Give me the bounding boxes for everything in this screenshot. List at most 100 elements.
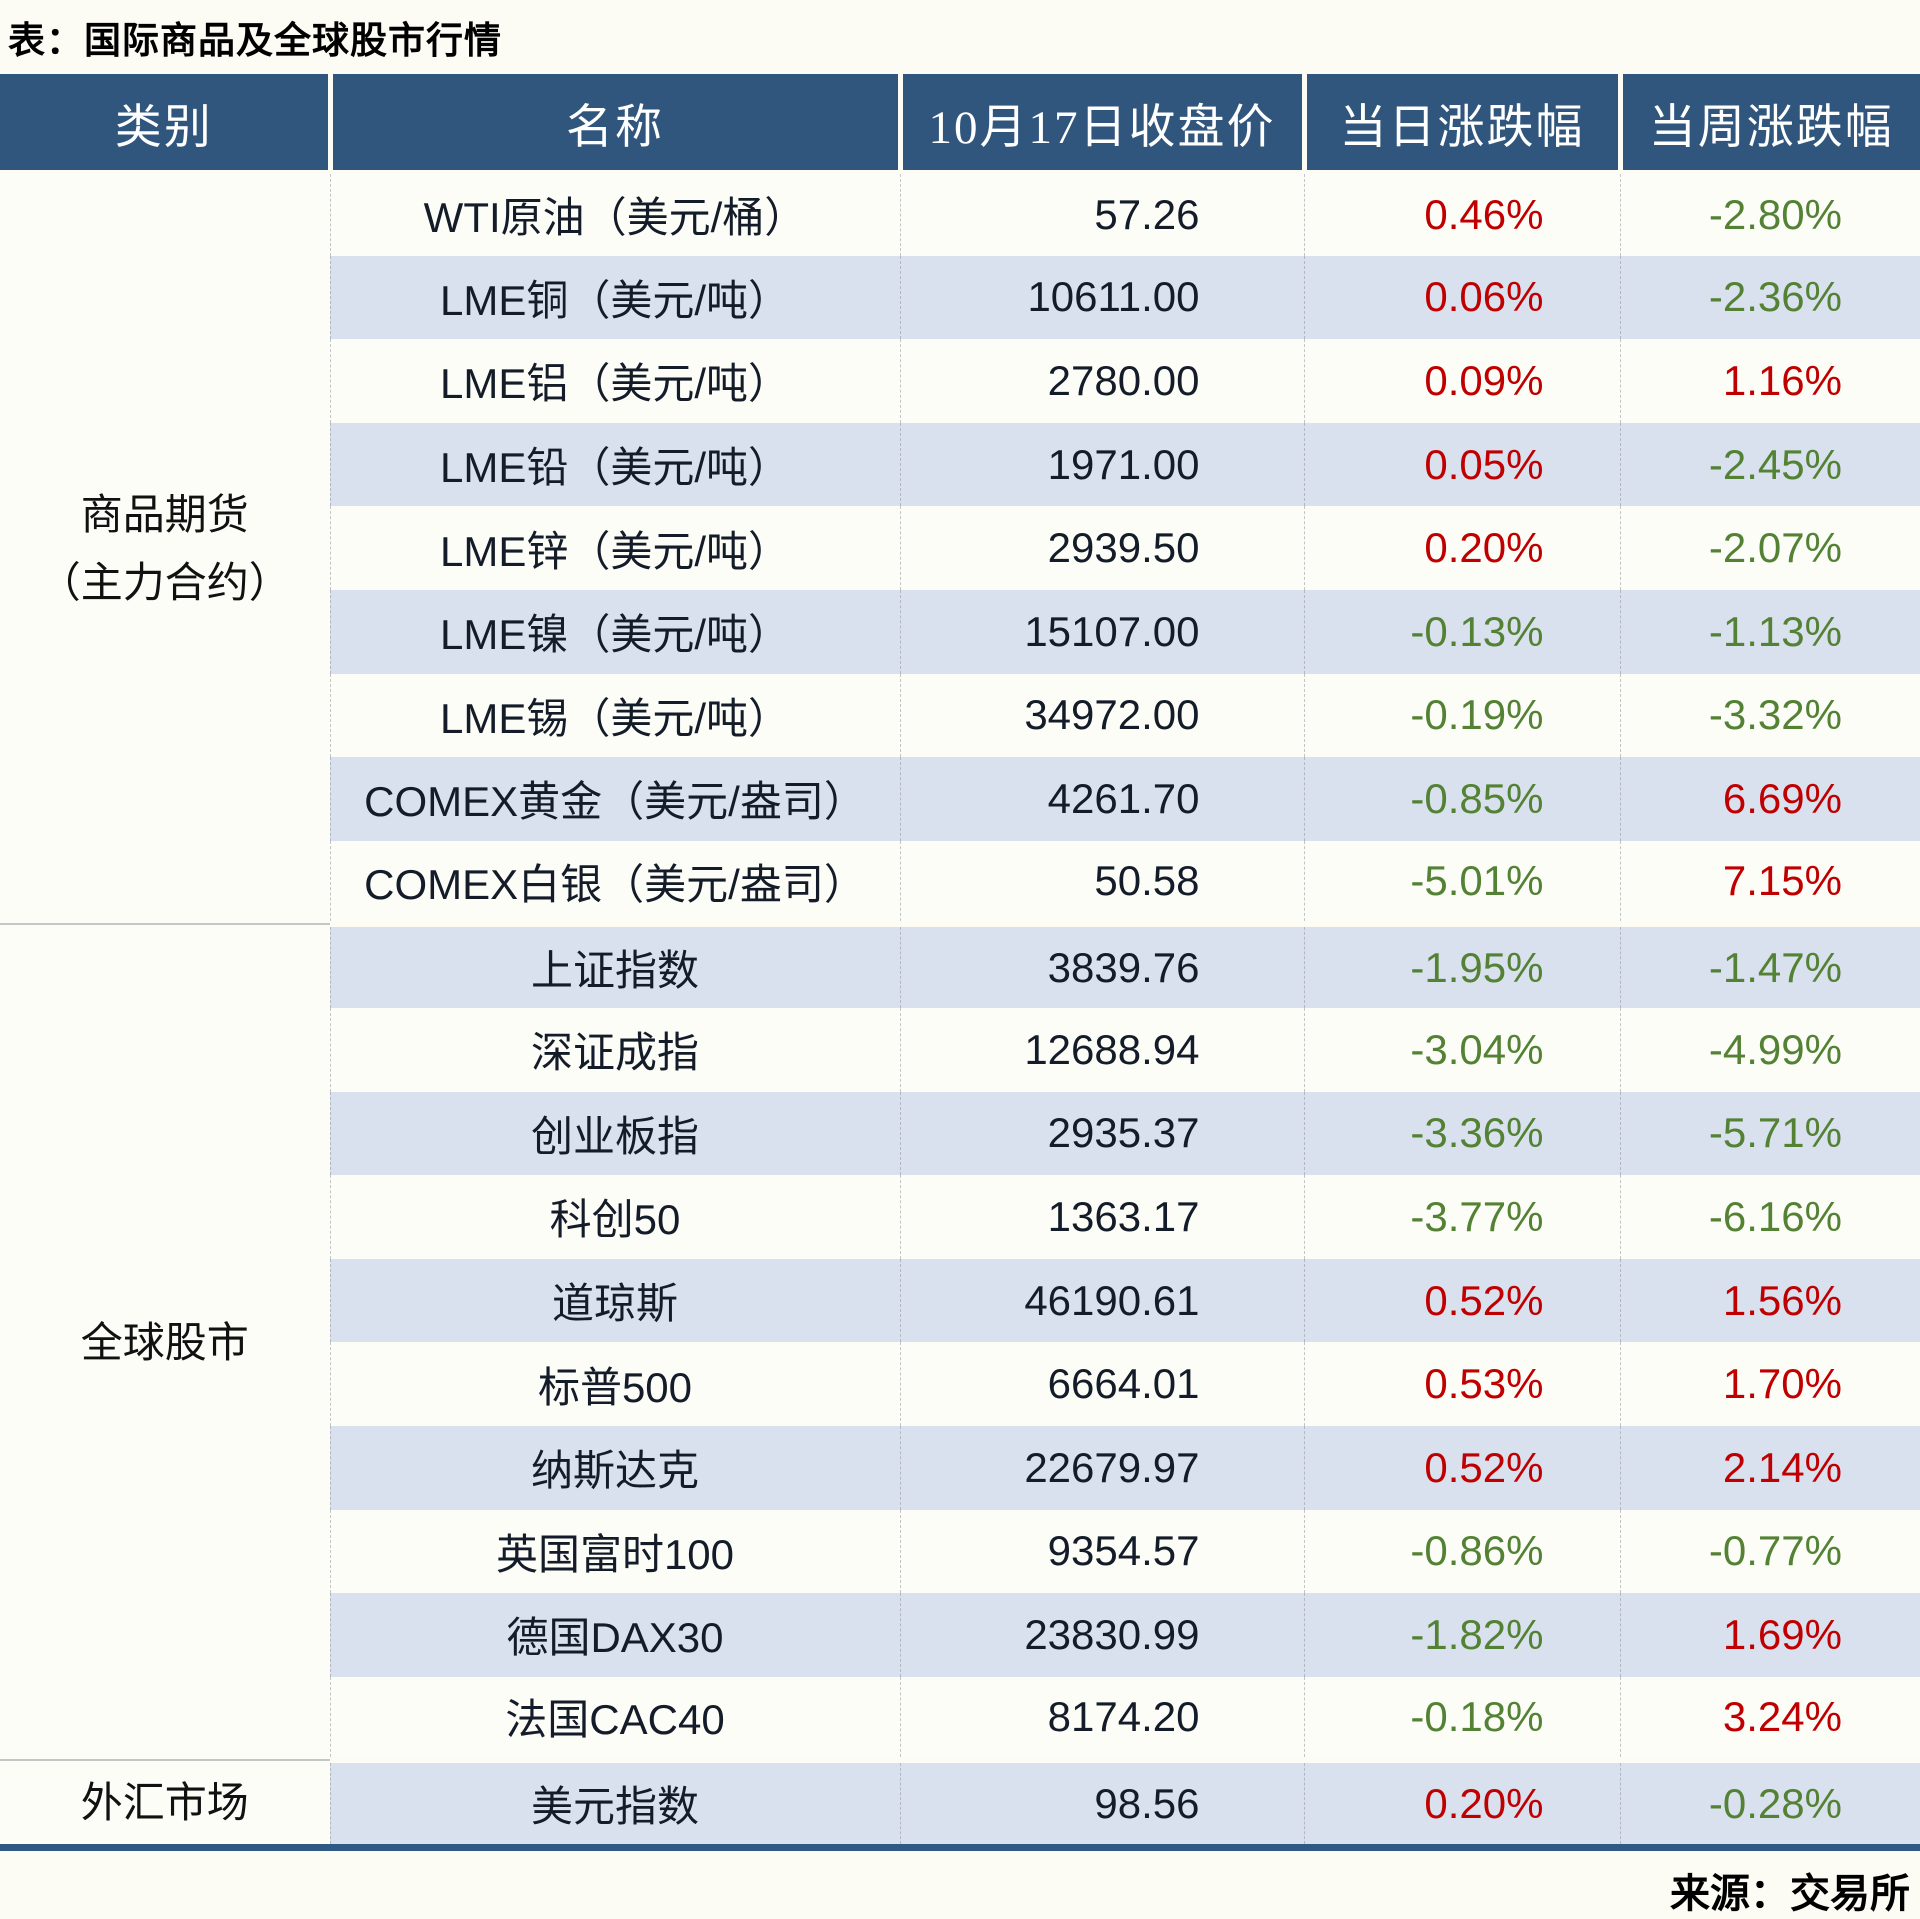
- weekly-change-cell: -1.13%: [1708, 607, 1842, 655]
- weekly-change-cell: -2.36%: [1708, 273, 1842, 321]
- close-price-cell: 3839.76: [900, 921, 1305, 1008]
- table-row: LME锌（美元/吨） 2939.50 0.20% -2.07%: [0, 506, 1920, 590]
- weekly-change-cell: 3.24%: [1722, 1692, 1842, 1740]
- close-price-cell: 2939.50: [900, 506, 1305, 590]
- name-cell: COMEX黄金（美元/盎司）: [330, 757, 901, 841]
- table-body: 商品期货 （主力合约） WTI原油（美元/桶） 57.26 0.46% -2.80% LME…: [0, 172, 1920, 1844]
- daily-change-cell: 0.53%: [1304, 1342, 1621, 1426]
- daily-change-cell: -0.18%: [1304, 1676, 1621, 1761]
- table-row: 深证成指 12688.94 -3.04% -4.99%: [0, 1007, 1920, 1092]
- daily-change-cell: -3.36%: [1304, 1091, 1621, 1176]
- daily-change-cell: 0.20%: [1304, 1757, 1621, 1844]
- market-quotes-table: 类别 名称 10月17日收盘价 当日涨跌幅 当周涨跌幅 商品期货 （主力合约） WT…: [0, 74, 1920, 1844]
- close-price-cell: 1363.17: [900, 1175, 1305, 1259]
- name-cell: LME铜（美元/吨）: [330, 255, 901, 340]
- weekly-change-cell: -0.77%: [1708, 1527, 1842, 1575]
- close-price-cell: 34972.00: [900, 673, 1305, 758]
- name-cell: 纳斯达克: [330, 1425, 901, 1510]
- daily-change-cell: -3.04%: [1304, 1007, 1621, 1092]
- close-price-cell: 9354.57: [900, 1509, 1305, 1594]
- weekly-change-cell: -5.71%: [1708, 1109, 1842, 1157]
- daily-change-cell: 0.20%: [1304, 506, 1621, 590]
- col-header-close-price: 10月17日收盘价: [900, 74, 1307, 174]
- source-note: 来源：交易所: [1670, 1871, 1910, 1916]
- category-cell: 全球股市: [0, 923, 331, 1761]
- table-row: LME锡（美元/吨） 34972.00 -0.19% -3.32%: [0, 673, 1920, 758]
- name-cell: 道琼斯: [330, 1258, 901, 1343]
- name-cell: LME铝（美元/吨）: [330, 339, 901, 423]
- table-row: 商品期货 （主力合约） WTI原油（美元/桶） 57.26 0.46% -2.80%: [0, 172, 1920, 925]
- close-price-cell: 98.56: [900, 1757, 1305, 1844]
- name-cell: 法国CAC40: [330, 1676, 901, 1761]
- weekly-change-cell: -3.32%: [1708, 691, 1842, 739]
- col-header-daily-change: 当日涨跌幅: [1304, 74, 1623, 174]
- close-price-cell: 2935.37: [900, 1091, 1305, 1176]
- close-price-cell: 12688.94: [900, 1007, 1305, 1092]
- name-cell: LME铅（美元/吨）: [330, 422, 901, 507]
- name-cell: 深证成指: [330, 1007, 901, 1092]
- daily-change-cell: -0.19%: [1304, 673, 1621, 758]
- name-cell: LME锡（美元/吨）: [330, 673, 901, 758]
- daily-change-cell: -5.01%: [1304, 840, 1621, 925]
- weekly-change-cell: 1.70%: [1722, 1360, 1842, 1408]
- table-row: 全球股市 上证指数 3839.76 -1.95% -1.47%: [0, 921, 1920, 1761]
- name-cell: LME锌（美元/吨）: [330, 506, 901, 590]
- name-cell: 美元指数: [330, 1757, 901, 1844]
- daily-change-cell: -3.77%: [1304, 1175, 1621, 1259]
- weekly-change-cell: -1.47%: [1620, 921, 1920, 1008]
- col-header-category: 类别: [0, 74, 333, 174]
- daily-change-cell: -0.85%: [1304, 757, 1621, 841]
- page-title: 表：国际商品及全球股市行情: [8, 20, 502, 61]
- daily-change-cell: 0.05%: [1304, 422, 1621, 507]
- category-cell: 外汇市场: [0, 1759, 331, 1844]
- table-row: LME铜（美元/吨） 10611.00 0.06% -2.36%: [0, 255, 1920, 340]
- weekly-change-cell: -4.99%: [1708, 1025, 1842, 1073]
- weekly-change-cell: 7.15%: [1722, 857, 1842, 905]
- name-cell: 德国DAX30: [330, 1593, 901, 1677]
- daily-change-cell: 0.06%: [1304, 255, 1621, 340]
- weekly-change-cell: 1.16%: [1722, 356, 1842, 404]
- close-price-cell: 46190.61: [900, 1258, 1305, 1343]
- table-header: 类别 名称 10月17日收盘价 当日涨跌幅 当周涨跌幅: [0, 74, 1920, 174]
- name-cell: 创业板指: [330, 1091, 901, 1176]
- weekly-change-cell: 2.14%: [1722, 1443, 1842, 1491]
- header-row: 类别 名称 10月17日收盘价 当日涨跌幅 当周涨跌幅: [0, 74, 1920, 174]
- close-price-cell: 1971.00: [900, 422, 1305, 507]
- close-price-cell: 4261.70: [900, 757, 1305, 841]
- col-header-weekly-change: 当周涨跌幅: [1620, 74, 1920, 174]
- close-price-cell: 23830.99: [900, 1593, 1305, 1677]
- category-cell: 商品期货 （主力合约）: [0, 172, 331, 925]
- daily-change-cell: 0.46%: [1304, 172, 1621, 256]
- close-price-cell: 15107.00: [900, 589, 1305, 674]
- close-price-cell: 22679.97: [900, 1425, 1305, 1510]
- weekly-change-cell: 1.69%: [1722, 1610, 1842, 1658]
- daily-change-cell: -1.95%: [1304, 921, 1621, 1008]
- daily-change-cell: -0.86%: [1304, 1509, 1621, 1594]
- daily-change-cell: 0.09%: [1304, 339, 1621, 423]
- name-cell: 上证指数: [330, 921, 901, 1008]
- close-price-cell: 57.26: [900, 172, 1305, 256]
- daily-change-cell: 0.52%: [1304, 1258, 1621, 1343]
- weekly-change-cell: 6.69%: [1722, 774, 1842, 822]
- weekly-change-cell: -2.45%: [1708, 440, 1842, 488]
- weekly-change-cell: 1.56%: [1722, 1276, 1842, 1324]
- table-row: 标普500 6664.01 0.53% 1.70%: [0, 1342, 1920, 1426]
- table-row: LME铝（美元/吨） 2780.00 0.09% 1.16%: [0, 339, 1920, 423]
- name-cell: LME镍（美元/吨）: [330, 589, 901, 674]
- weekly-change-cell: -2.07%: [1708, 524, 1842, 572]
- name-cell: 英国富时100: [330, 1509, 901, 1594]
- name-cell: 标普500: [330, 1342, 901, 1426]
- close-price-cell: 10611.00: [900, 255, 1305, 340]
- col-header-name: 名称: [330, 74, 903, 174]
- table-row: 英国富时100 9354.57 -0.86% -0.77%: [0, 1509, 1920, 1594]
- close-price-cell: 2780.00: [900, 339, 1305, 423]
- name-cell: WTI原油（美元/桶）: [330, 172, 901, 256]
- daily-change-cell: -1.82%: [1304, 1593, 1621, 1677]
- close-price-cell: 50.58: [900, 840, 1305, 925]
- table-bottom-rule: [0, 1843, 1920, 1851]
- name-cell: COMEX白银（美元/盎司）: [330, 840, 901, 925]
- close-price-cell: 6664.01: [900, 1342, 1305, 1426]
- daily-change-cell: 0.52%: [1304, 1425, 1621, 1510]
- name-cell: 科创50: [330, 1175, 901, 1259]
- daily-change-cell: -0.13%: [1304, 589, 1621, 674]
